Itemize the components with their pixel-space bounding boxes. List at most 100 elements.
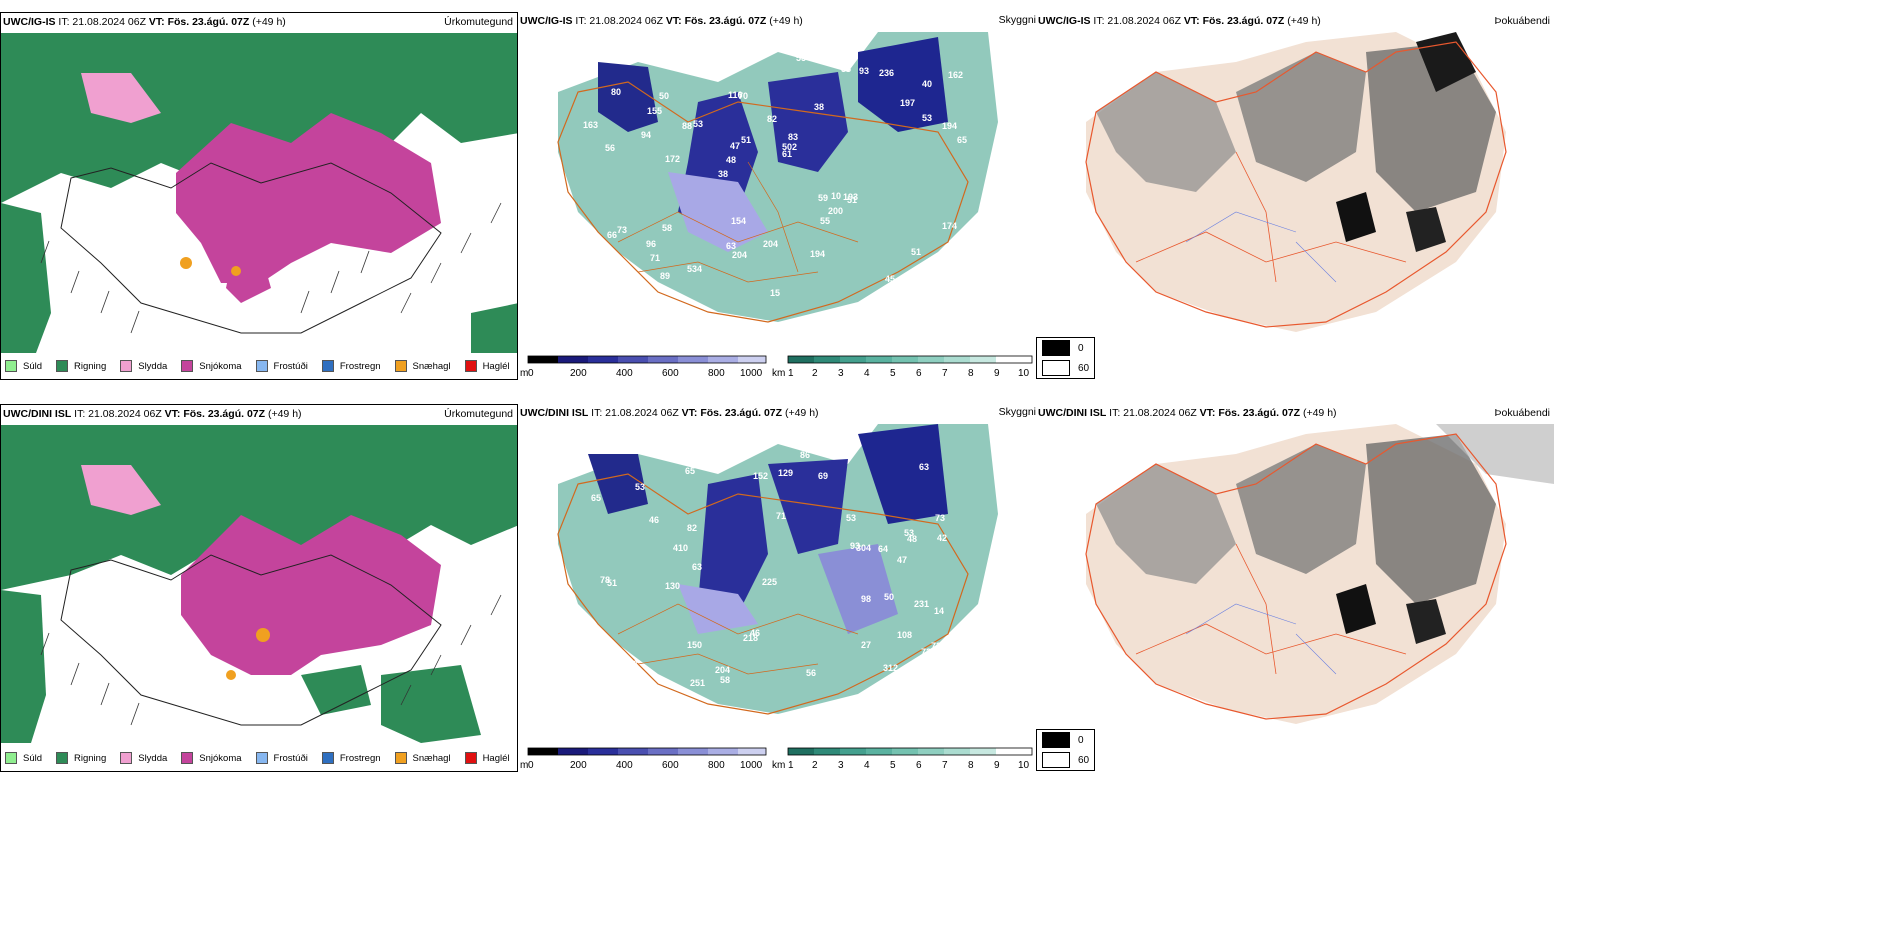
- cloud-base-label: 93: [850, 541, 860, 551]
- cloud-base-label: 88: [682, 121, 692, 131]
- cloud-base-label: 53: [846, 513, 856, 523]
- cloud-base-label: 46: [649, 515, 659, 525]
- colorbar-tick: 9: [994, 760, 1000, 771]
- legend-item: Súld: [5, 752, 42, 764]
- init-time: IT: 21.08.2024 06Z: [1109, 407, 1197, 419]
- legend-label: Frostúði: [273, 360, 308, 372]
- legend-swatch: [321, 360, 334, 372]
- legend-item: Snæhagl: [394, 360, 451, 372]
- cloud-base-label: 200: [828, 206, 843, 216]
- legend-label: Snjókoma: [199, 752, 242, 764]
- colorbar-tick: 8: [968, 760, 974, 771]
- colorbar-tick: 10: [1018, 760, 1030, 771]
- init-time: IT: 21.08.2024 06Z: [58, 16, 146, 28]
- cloud-base-label: 66: [598, 634, 608, 644]
- cloud-base-label: 65: [685, 466, 695, 476]
- fog-index-panel-1: UWC/IG-IS IT: 21.08.2024 06Z VT: Fös. 23…: [1036, 12, 1554, 380]
- colorbar-tick: 5: [890, 368, 896, 379]
- fog-legend-row: 60: [1037, 358, 1094, 378]
- legend-swatch: [394, 360, 407, 372]
- lead-time: (+49 h): [784, 407, 819, 419]
- cloud-base-label: 69: [903, 674, 913, 684]
- cloud-base-label: 72: [931, 641, 941, 651]
- colorbar-tick: 6: [916, 760, 922, 771]
- legend-swatch: [255, 752, 268, 764]
- legend-label: Frostúði: [273, 752, 308, 764]
- colorbar-tick: 2: [812, 760, 818, 771]
- cloud-base-label: 55: [820, 216, 830, 226]
- colorbar-tick: 800: [708, 760, 725, 771]
- panel-kind: Úrkomutegund: [444, 408, 513, 420]
- valid-time: VT: Fös. 23.ágú. 07Z: [1183, 15, 1285, 27]
- panel-kind: Skyggni: [998, 406, 1036, 418]
- colorbar-tick: 6: [916, 368, 922, 379]
- cloud-base-label: 58: [662, 223, 672, 233]
- colorbar-km-svg: km 1 2 3 4 5 6 7 8 9 10: [772, 355, 1033, 379]
- cloud-map-1: 296 56 40 38 38 242 116 82 73 53 64 71 70 83 51 80 105 65…: [557, 32, 998, 323]
- cloud-base-label: 73: [935, 513, 945, 523]
- cloud-base-label: 163: [583, 120, 598, 130]
- legend-swatch: [120, 360, 133, 372]
- fog-index-panel-2: UWC/DINI ISL IT: 21.08.2024 06Z VT: Fös.…: [1036, 404, 1554, 772]
- fog-legend-row: 60: [1037, 750, 1094, 770]
- fog-legend-label: 60: [1078, 754, 1090, 766]
- model-name: UWC/IG-IS: [520, 15, 573, 27]
- legend-swatch: [394, 752, 407, 764]
- cloud-base-label: 71: [776, 511, 786, 521]
- legend-item: Snjókoma: [181, 360, 242, 372]
- cloud-base-label: 66: [607, 230, 617, 240]
- legend-item: Frostregn: [321, 360, 381, 372]
- cloud-base-label: 59: [818, 193, 828, 203]
- cloud-base-label: 76: [694, 455, 704, 465]
- fog-map-1: [1036, 30, 1554, 352]
- cloud-map-2: 108 73 72 71 83 76 53 150 63 46 42 65 47 58 66 53 72 65 46…: [557, 424, 998, 715]
- cloud-base-label: 242: [624, 278, 639, 288]
- cloud-base-label: 61: [782, 149, 792, 159]
- colorbar-km-1: km 1 2 3 4 5 6 7 8 9 10: [772, 352, 1036, 380]
- colorbar-tick: 4: [864, 760, 870, 771]
- colorbar-unit: km: [772, 760, 785, 771]
- init-time: IT: 21.08.2024 06Z: [591, 407, 679, 419]
- cloud-base-label: 188: [817, 443, 832, 453]
- legend-swatch: [255, 360, 268, 372]
- colorbar-tick: 7: [942, 368, 948, 379]
- cloud-base-label: 80: [611, 87, 621, 97]
- cloud-base-label: 50: [884, 592, 894, 602]
- cloud-base-label: 86: [800, 450, 810, 460]
- fog-swatch: [1042, 732, 1070, 748]
- cloud-base-label: 46: [750, 628, 760, 638]
- colorbar-tick: 1: [788, 368, 794, 379]
- colorbar-m-2: m 0 200 400 600 800 1000: [518, 744, 768, 772]
- cloud-base-visibility-panel-1: 296 56 40 38 38 242 116 82 73 53 64 71 70 83 51 80 105 65…: [518, 12, 1036, 380]
- legend-item: Haglél: [464, 360, 510, 372]
- colorbar-unit: km: [772, 368, 785, 379]
- cloud-base-label: 53: [922, 113, 932, 123]
- fog-legend-label: 0: [1078, 342, 1084, 354]
- cloud-base-label: 65: [957, 135, 967, 145]
- colorbar-tick: 7: [942, 760, 948, 771]
- colorbar-tick: 1000: [740, 368, 763, 379]
- cloud-base-visibility-panel-2: 108 73 72 71 83 76 53 150 63 46 42 65 47 58 66 53 72 65 46…: [518, 404, 1036, 772]
- cloud-base-label: 32: [712, 59, 722, 69]
- init-time: IT: 21.08.2024 06Z: [74, 408, 162, 420]
- cloud-base-label: 172: [622, 282, 637, 292]
- cloud-base-label: 218: [743, 633, 758, 643]
- legend-item: Rigning: [56, 360, 106, 372]
- cloud-base-label: 73: [617, 225, 627, 235]
- cloud-base-label: 83: [788, 132, 798, 142]
- model-name: UWC/IG-IS: [3, 16, 56, 28]
- colorbar-tick: 5: [890, 760, 896, 771]
- cloud-base-label: 98: [861, 594, 871, 604]
- cloud-base-label: 51: [911, 247, 921, 257]
- legend-swatch: [464, 360, 477, 372]
- cloud-base-label: 51: [847, 195, 857, 205]
- legend-item: Snjókoma: [181, 752, 242, 764]
- cloud-base-label: 27: [861, 640, 871, 650]
- lead-time: (+49 h): [1302, 407, 1337, 419]
- legend-item: Slydda: [120, 752, 167, 764]
- legend-item: Frostúði: [255, 360, 308, 372]
- model-name: UWC/DINI ISL: [1038, 407, 1107, 419]
- colorbar-tick: 8: [968, 368, 974, 379]
- cloud-base-label: 64: [589, 263, 599, 273]
- legend-label: Frostregn: [339, 360, 381, 372]
